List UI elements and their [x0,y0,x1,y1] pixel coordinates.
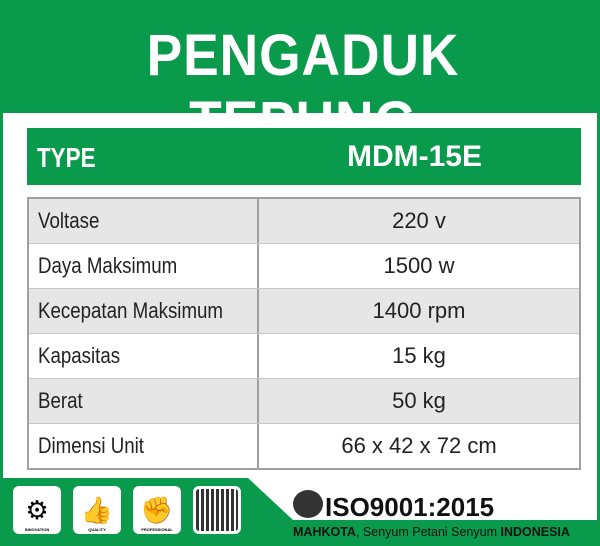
badge-label: PROFESSIONAL [141,527,173,532]
fist-icon: ✊ PROFESSIONAL [133,486,181,534]
spec-label: Kapasitas [38,343,121,368]
spec-value: 66 x 42 x 72 cm [341,433,497,458]
spec-value: 50 kg [392,388,446,413]
footer: ⚙ INNOVATION 👍 QUALITY ✊ PROFESSIONAL ISO90… [3,478,597,546]
page-title: PENGADUK TEPUNG [146,23,460,155]
iso-label: ISO9001:2015 [325,492,495,522]
table-row: Daya Maksimum 1500 w [29,244,579,289]
tagline-mid: , Senyum Petani Senyum [355,525,501,539]
spec-value: 1400 rpm [372,298,466,323]
table-row: Berat 50 kg [29,379,579,424]
title-banner: PENGADUK TEPUNG [3,0,597,155]
spec-label: Daya Maksimum [38,253,178,278]
type-label: TYPE [37,142,96,173]
spec-value: 15 kg [392,343,446,368]
table-row: Voltase 220 v [29,199,579,244]
gears-icon: ⚙ INNOVATION [13,486,61,534]
spec-table: Voltase 220 v Daya Maksimum 1500 w Kecepat… [27,197,581,470]
table-row: Kecepatan Maksimum 1400 rpm [29,289,579,334]
thumbs-up-icon: 👍 QUALITY [73,486,121,534]
spec-label: Dimensi Unit [38,433,144,458]
table-row: Dimensi Unit 66 x 42 x 72 cm [29,424,579,468]
type-value: MDM-15E [346,140,482,173]
tagline-end: INDONESIA [500,525,570,539]
spec-value: 220 v [392,208,446,233]
type-header: TYPE MDM-15E [27,128,581,185]
table-row: Kapasitas 15 kg [29,334,579,379]
badge-label: QUALITY [88,527,106,532]
spec-value: 1500 w [383,253,455,278]
premium-seal-icon [293,490,323,518]
tagline-brand: MAHKOTA [293,525,356,539]
qr-code-icon [193,486,241,534]
spec-label: Berat [38,388,83,413]
spec-label: Voltase [38,208,100,233]
tagline: MAHKOTA, Senyum Petani Senyum INDONESIA [293,525,570,539]
spec-label: Kecepatan Maksimum [38,298,224,323]
badge-label: INNOVATION [24,527,50,532]
